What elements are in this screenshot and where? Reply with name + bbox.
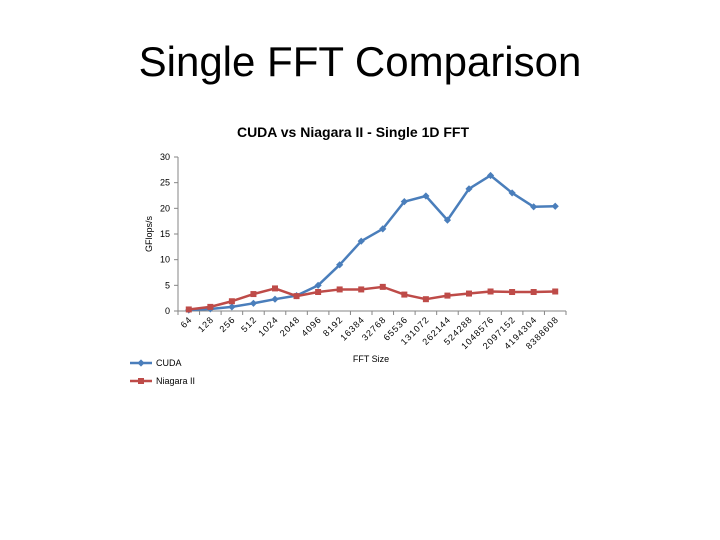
data-point <box>293 293 300 300</box>
legend-swatch-marker <box>137 359 145 367</box>
data-point <box>272 285 278 292</box>
data-point <box>249 299 258 307</box>
series-1 <box>185 283 559 313</box>
series-line <box>188 285 556 311</box>
x-tick-label: 1024 <box>256 314 280 338</box>
data-point <box>207 303 214 310</box>
x-tick-label: 256 <box>217 314 237 334</box>
data-point <box>487 288 494 295</box>
data-point <box>422 296 429 303</box>
y-tick-label: 25 <box>160 178 170 188</box>
data-point <box>509 289 516 296</box>
legend-item: CUDA <box>130 358 182 368</box>
data-point <box>379 225 387 233</box>
data-point <box>315 289 322 296</box>
data-point <box>314 281 322 289</box>
data-point <box>228 298 235 305</box>
data-point <box>336 261 344 269</box>
data-point <box>422 192 430 200</box>
data-point <box>400 198 408 206</box>
data-point <box>271 295 279 303</box>
data-point <box>228 303 236 311</box>
x-tick-label: 4096 <box>299 314 323 338</box>
data-point <box>466 290 472 297</box>
data-point <box>465 185 473 193</box>
data-point <box>530 203 538 211</box>
data-point <box>379 283 386 290</box>
data-point <box>185 306 192 313</box>
data-point <box>358 286 365 293</box>
slide-title: Single FFT Comparison <box>138 38 582 85</box>
data-point <box>444 292 451 299</box>
data-point <box>530 289 537 296</box>
y-tick-label: 10 <box>160 255 170 265</box>
data-point <box>357 237 365 245</box>
y-axis-label: GFlops/s <box>144 215 154 252</box>
legend-item: Niagara II <box>130 376 195 386</box>
y-tick-label: 30 <box>160 152 170 162</box>
data-point <box>401 291 408 298</box>
x-tick-label: 64 <box>179 314 195 330</box>
data-point <box>486 171 495 180</box>
y-tick-label: 5 <box>165 280 170 290</box>
data-point <box>552 288 559 295</box>
data-point <box>443 216 452 224</box>
y-tick-label: 20 <box>160 203 170 213</box>
legend-swatch-marker <box>138 378 144 384</box>
y-tick-label: 0 <box>165 306 170 316</box>
chart-title: CUDA vs Niagara II - Single 1D FFT <box>237 124 470 140</box>
data-point <box>336 286 343 293</box>
x-tick-label: 2048 <box>278 314 302 338</box>
x-axis-label: FFT Size <box>353 354 389 364</box>
series-line <box>188 174 556 312</box>
data-point <box>250 291 257 298</box>
legend-label: Niagara II <box>156 376 195 386</box>
data-point <box>551 202 559 210</box>
data-point <box>508 189 516 197</box>
x-tick-label: 128 <box>196 314 216 334</box>
y-tick-label: 15 <box>160 229 170 239</box>
legend-label: CUDA <box>156 358 182 368</box>
